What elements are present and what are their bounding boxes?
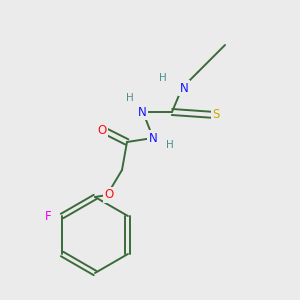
- Text: F: F: [45, 209, 51, 223]
- Text: N: N: [138, 106, 146, 118]
- Text: H: H: [166, 140, 174, 150]
- Text: N: N: [148, 131, 158, 145]
- Text: S: S: [212, 109, 220, 122]
- Text: O: O: [98, 124, 106, 136]
- Text: H: H: [126, 93, 134, 103]
- Text: H: H: [159, 73, 167, 83]
- Text: N: N: [180, 82, 188, 94]
- Text: O: O: [104, 188, 114, 202]
